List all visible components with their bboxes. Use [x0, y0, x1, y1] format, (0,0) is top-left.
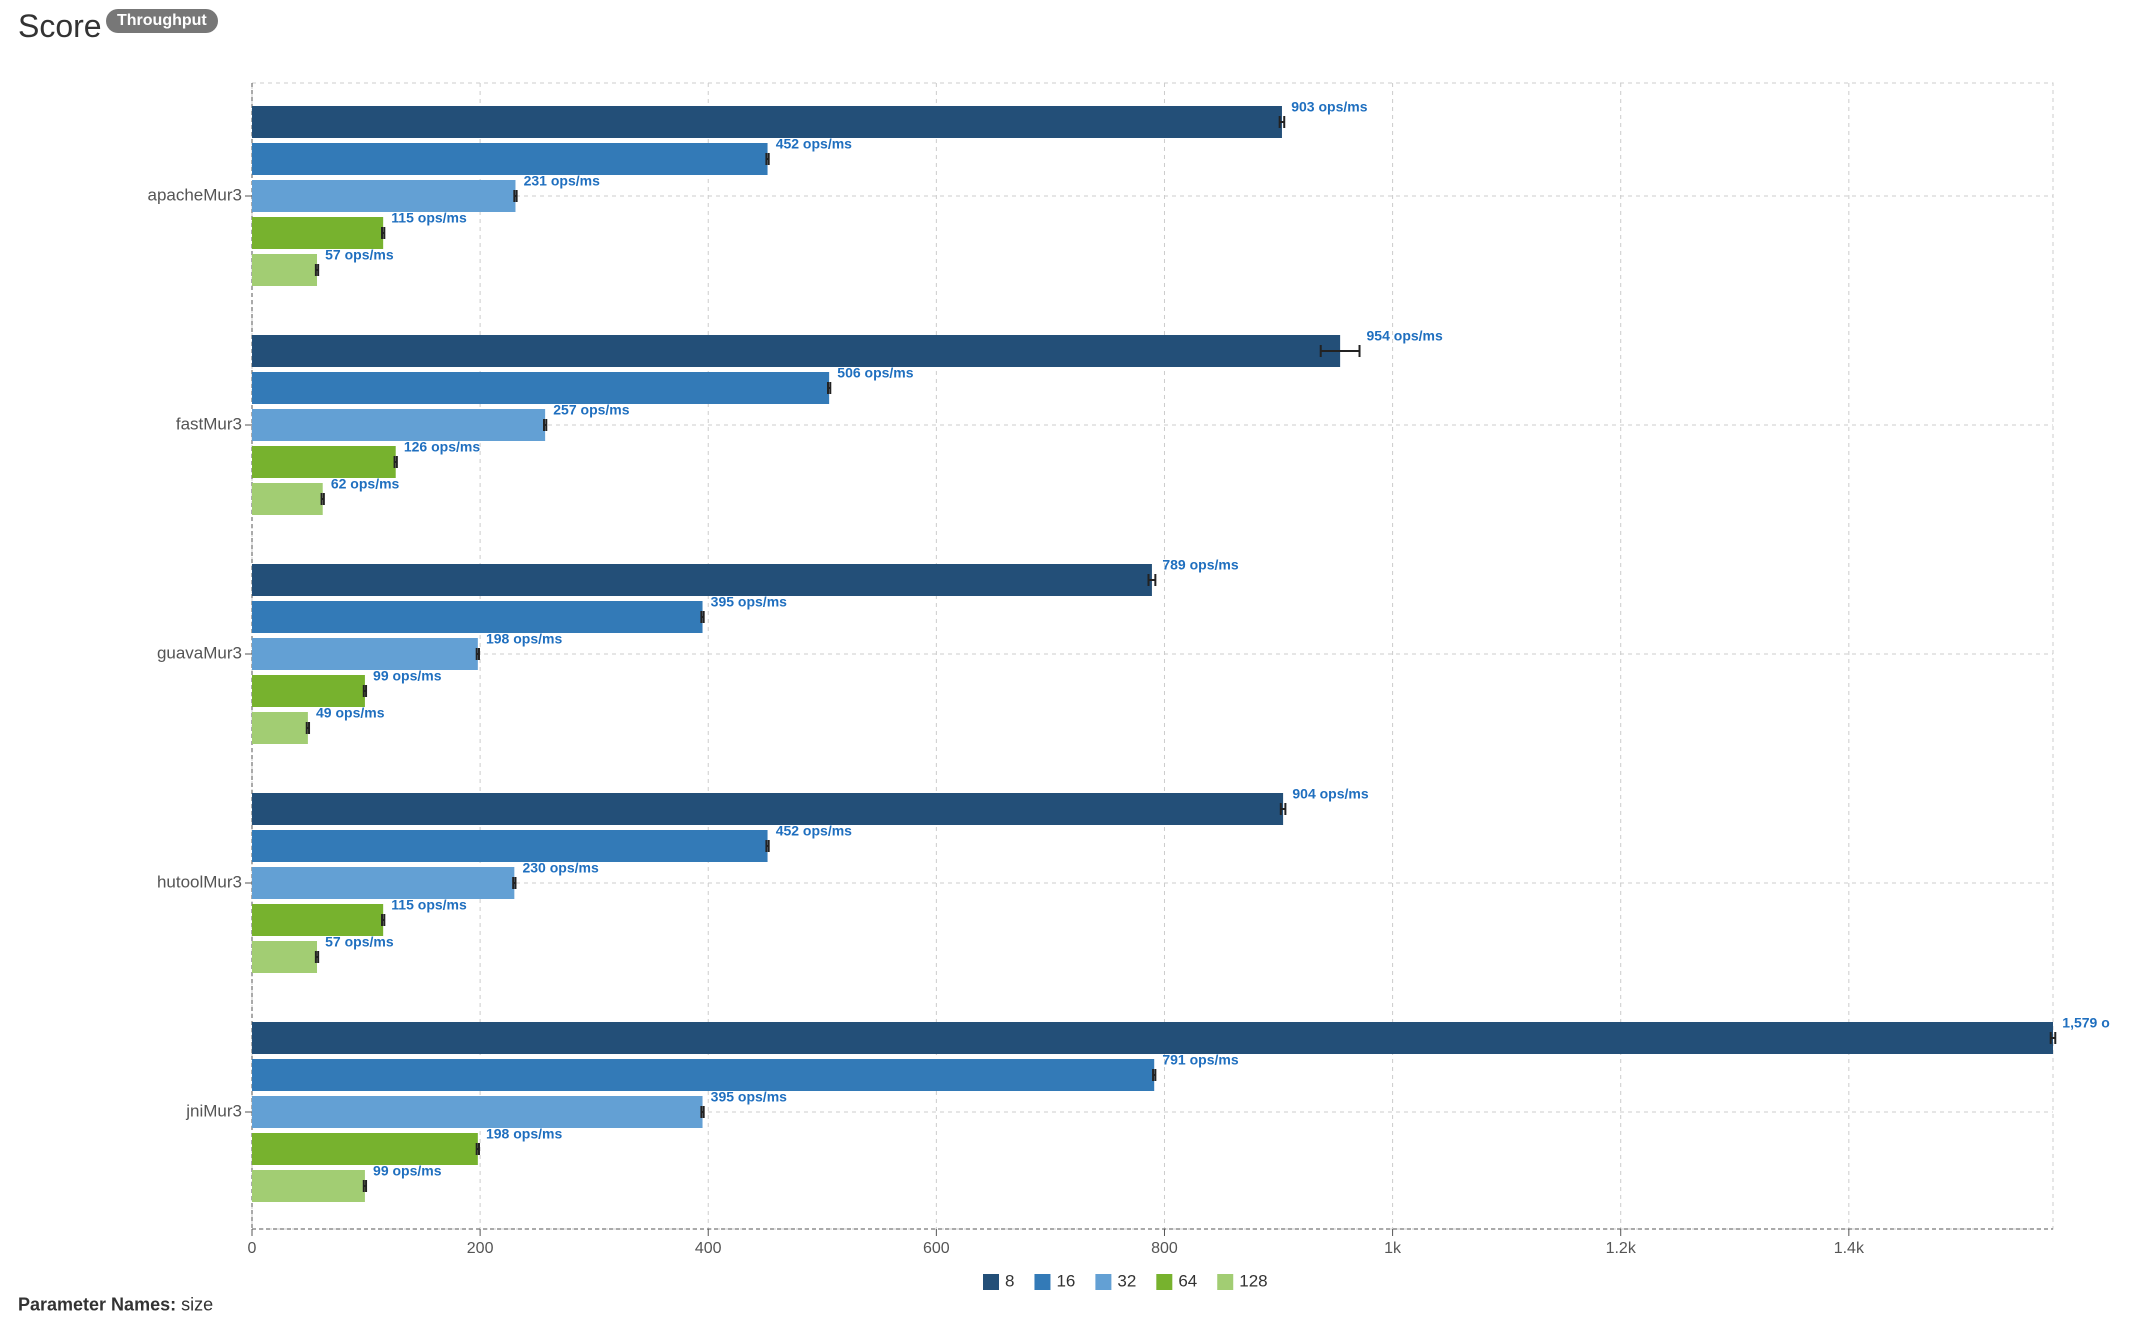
x-tick-label: 1.4k — [1834, 1240, 1865, 1257]
data-label: 126 ops/ms — [404, 439, 480, 455]
x-tick-label: 600 — [923, 1240, 950, 1257]
bar[interactable] — [252, 143, 768, 175]
category-label: guavaMur3 — [157, 643, 242, 662]
data-label: 903 ops/ms — [1291, 99, 1367, 115]
bar[interactable] — [252, 1096, 703, 1128]
data-label: 1,579 o — [2062, 1015, 2109, 1031]
bar[interactable] — [252, 409, 546, 441]
legend-swatch — [1156, 1274, 1173, 1290]
bar[interactable] — [252, 638, 478, 670]
data-label: 452 ops/ms — [776, 823, 852, 839]
data-label: 99 ops/ms — [373, 1163, 442, 1179]
bar[interactable] — [252, 372, 830, 404]
data-label: 395 ops/ms — [711, 594, 787, 610]
parameter-names-label: Parameter Names: — [18, 1294, 177, 1315]
data-label: 395 ops/ms — [711, 1089, 787, 1105]
legend-label: 128 — [1239, 1271, 1267, 1290]
x-tick-label: 200 — [467, 1240, 494, 1257]
bar[interactable] — [252, 217, 384, 249]
data-label: 115 ops/ms — [391, 210, 467, 226]
x-tick-label: 400 — [695, 1240, 722, 1257]
data-label: 257 ops/ms — [553, 402, 629, 418]
legend-label: 16 — [1056, 1271, 1075, 1290]
data-label: 57 ops/ms — [325, 247, 394, 263]
bar[interactable] — [252, 106, 1282, 138]
throughput-badge: Throughput — [106, 9, 218, 33]
legend-label: 8 — [1005, 1271, 1014, 1290]
category-label: jniMur3 — [185, 1101, 242, 1120]
bar[interactable] — [252, 675, 365, 707]
data-label: 57 ops/ms — [325, 934, 394, 950]
bar[interactable] — [252, 830, 768, 862]
data-label: 231 ops/ms — [524, 173, 600, 189]
legend-label: 64 — [1178, 1271, 1197, 1290]
bar[interactable] — [252, 446, 396, 478]
legend-swatch — [1095, 1274, 1112, 1290]
data-label: 49 ops/ms — [316, 705, 385, 721]
data-label: 230 ops/ms — [522, 860, 598, 876]
x-tick-label: 1.2k — [1606, 1240, 1637, 1257]
data-label: 99 ops/ms — [373, 668, 442, 684]
bar[interactable] — [252, 1133, 478, 1165]
data-label: 954 ops/ms — [1367, 328, 1443, 344]
bar[interactable] — [252, 712, 308, 744]
bar[interactable] — [252, 1059, 1155, 1091]
data-label: 904 ops/ms — [1292, 786, 1368, 802]
bar[interactable] — [252, 1022, 2053, 1054]
bar[interactable] — [252, 793, 1284, 825]
data-label: 198 ops/ms — [486, 631, 562, 647]
parameter-names: Parameter Names: size — [18, 1295, 213, 1316]
category-label: hutoolMur3 — [157, 872, 242, 891]
bar[interactable] — [252, 941, 318, 973]
x-tick-label: 0 — [248, 1240, 257, 1257]
legend-swatch — [983, 1274, 999, 1290]
bar[interactable] — [252, 254, 318, 286]
bar[interactable] — [252, 1170, 365, 1202]
chart-title: Score — [18, 8, 102, 44]
data-label: 791 ops/ms — [1162, 1052, 1238, 1068]
x-tick-label: 1k — [1384, 1240, 1402, 1257]
bar[interactable] — [252, 564, 1152, 596]
legend-swatch — [1217, 1274, 1234, 1290]
data-label: 506 ops/ms — [837, 365, 913, 381]
data-label: 452 ops/ms — [776, 136, 852, 152]
legend-swatch — [1034, 1274, 1051, 1290]
bar[interactable] — [252, 180, 516, 212]
category-label: fastMur3 — [176, 414, 242, 433]
bar[interactable] — [252, 867, 515, 899]
x-tick-label: 800 — [1151, 1240, 1178, 1257]
data-label: 62 ops/ms — [331, 476, 400, 492]
category-label: apacheMur3 — [147, 185, 242, 204]
legend-label: 32 — [1117, 1271, 1136, 1290]
data-label: 789 ops/ms — [1162, 557, 1238, 573]
bar[interactable] — [252, 601, 703, 633]
plot-frame — [251, 82, 2054, 1230]
parameter-names-value: size — [181, 1294, 214, 1315]
data-label: 198 ops/ms — [486, 1126, 562, 1142]
bar[interactable] — [252, 904, 384, 936]
bar[interactable] — [252, 483, 323, 515]
bar[interactable] — [252, 335, 1341, 367]
data-label: 115 ops/ms — [391, 897, 467, 913]
